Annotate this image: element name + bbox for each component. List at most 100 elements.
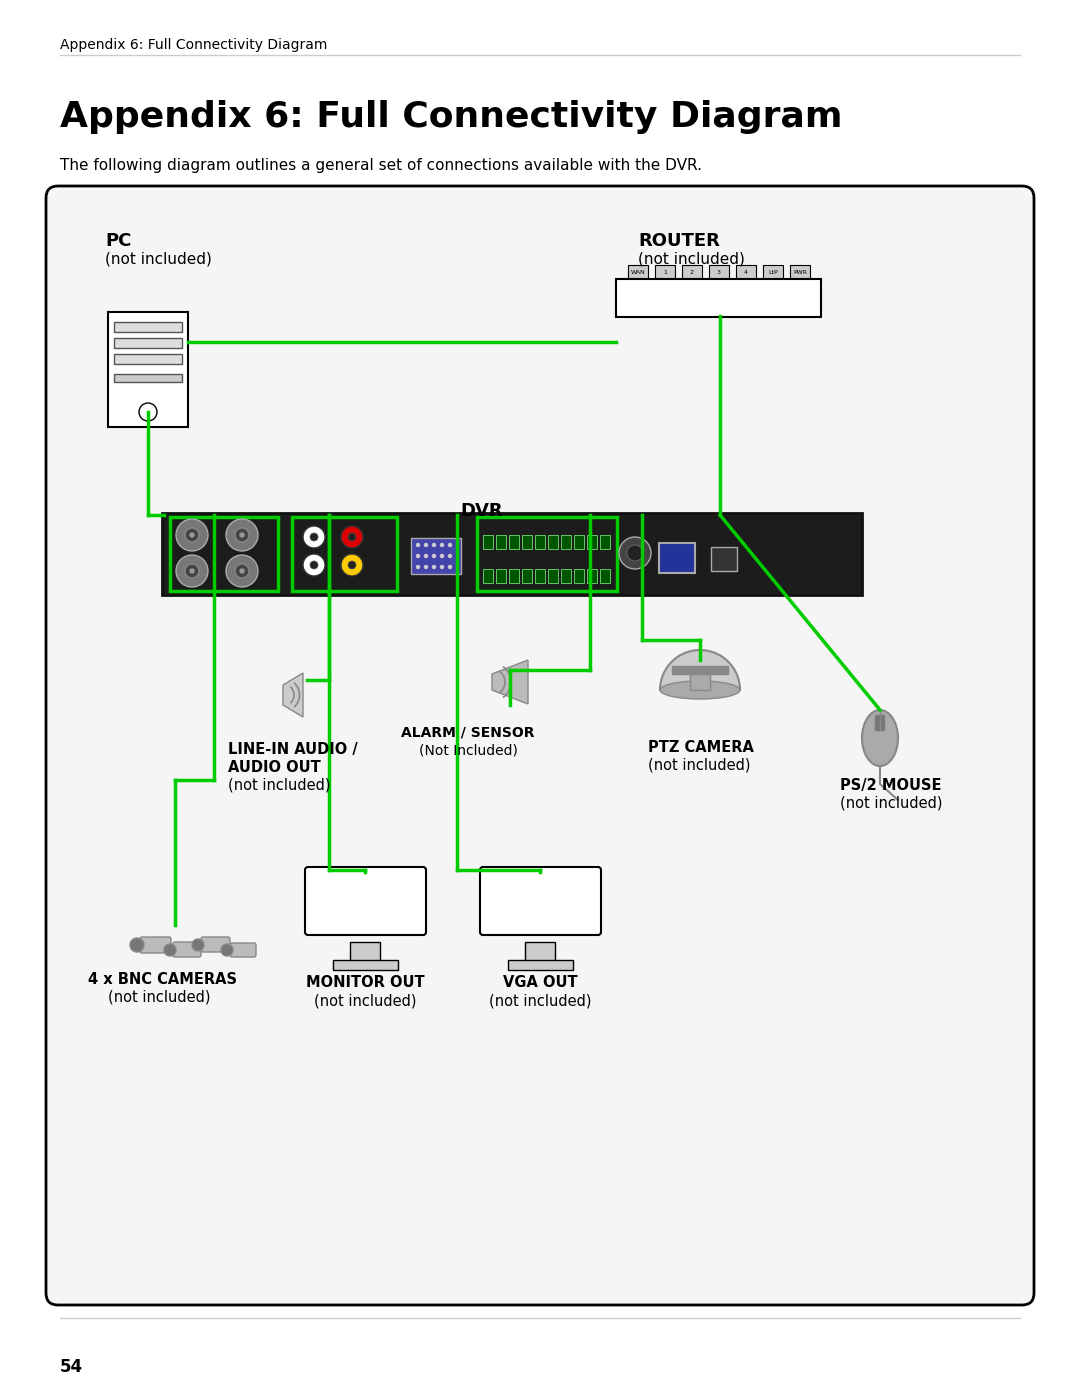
Circle shape [190, 534, 194, 536]
Bar [711, 548, 737, 571]
Bar [350, 942, 380, 963]
Circle shape [341, 527, 363, 548]
Text: Appendix 6: Full Connectivity Diagram: Appendix 6: Full Connectivity Diagram [60, 101, 842, 134]
Text: VGA OUT: VGA OUT [502, 975, 578, 990]
Bar [681, 265, 702, 278]
Circle shape [627, 545, 643, 562]
Bar [548, 569, 558, 583]
Text: Appendix 6: Full Connectivity Diagram: Appendix 6: Full Connectivity Diagram [60, 38, 327, 52]
FancyBboxPatch shape [480, 868, 600, 935]
FancyBboxPatch shape [305, 868, 426, 935]
Bar [162, 513, 862, 595]
Circle shape [348, 562, 356, 569]
Circle shape [139, 402, 157, 420]
Circle shape [303, 555, 325, 576]
Text: (not included): (not included) [228, 778, 330, 793]
Bar [561, 569, 571, 583]
Text: DVR: DVR [460, 502, 502, 520]
Circle shape [341, 555, 363, 576]
Bar [508, 960, 573, 970]
Circle shape [448, 555, 451, 557]
Text: (not included): (not included) [638, 251, 745, 267]
Bar [600, 569, 610, 583]
Bar [659, 543, 696, 573]
Bar [108, 312, 188, 427]
Bar [292, 517, 397, 591]
Circle shape [448, 543, 451, 546]
Polygon shape [283, 673, 303, 717]
Bar [509, 535, 519, 549]
Circle shape [176, 520, 208, 550]
Circle shape [424, 543, 428, 546]
Circle shape [310, 534, 318, 541]
Text: PC: PC [105, 232, 132, 250]
Bar [762, 265, 783, 278]
Text: 4 x BNC CAMERAS: 4 x BNC CAMERAS [87, 972, 237, 988]
Circle shape [348, 534, 356, 541]
Bar [114, 353, 183, 365]
Text: LtP: LtP [768, 270, 778, 274]
Bar [616, 279, 821, 317]
Circle shape [185, 528, 199, 542]
Bar [573, 535, 584, 549]
Circle shape [417, 555, 419, 557]
Circle shape [441, 566, 444, 569]
Bar [548, 535, 558, 549]
Circle shape [441, 555, 444, 557]
FancyBboxPatch shape [230, 943, 256, 957]
FancyBboxPatch shape [201, 937, 230, 951]
Bar [735, 265, 756, 278]
Circle shape [226, 555, 258, 587]
FancyBboxPatch shape [46, 186, 1034, 1305]
Text: PTZ CAMERA: PTZ CAMERA [648, 740, 754, 754]
Circle shape [164, 944, 176, 956]
Text: 3: 3 [717, 270, 721, 274]
FancyBboxPatch shape [173, 942, 201, 957]
Bar [525, 942, 555, 963]
Bar [496, 569, 507, 583]
Bar [573, 569, 584, 583]
Bar [509, 569, 519, 583]
Circle shape [176, 555, 208, 587]
Bar [483, 535, 492, 549]
Circle shape [303, 527, 325, 548]
Circle shape [226, 520, 258, 550]
Circle shape [448, 566, 451, 569]
Bar [522, 569, 532, 583]
FancyBboxPatch shape [411, 538, 461, 574]
Text: MONITOR OUT: MONITOR OUT [306, 975, 424, 990]
Circle shape [432, 543, 435, 546]
Circle shape [235, 564, 249, 578]
Bar [690, 672, 710, 690]
FancyBboxPatch shape [140, 937, 171, 953]
Bar [477, 517, 617, 591]
Text: ALARM / SENSOR: ALARM / SENSOR [402, 726, 535, 740]
Text: 4: 4 [744, 270, 748, 274]
Wedge shape [660, 650, 740, 690]
Bar [708, 265, 729, 278]
Text: ROUTER: ROUTER [638, 232, 720, 250]
Bar [588, 535, 597, 549]
Circle shape [235, 528, 249, 542]
Bar [627, 265, 648, 278]
Text: (not included): (not included) [648, 759, 751, 773]
Circle shape [185, 564, 199, 578]
Text: (Not Included): (Not Included) [419, 743, 517, 757]
Circle shape [424, 566, 428, 569]
Text: WAN: WAN [631, 270, 646, 274]
Text: The following diagram outlines a general set of connections available with the D: The following diagram outlines a general… [60, 158, 702, 173]
Bar [114, 374, 183, 381]
Bar [600, 535, 610, 549]
Text: LINE-IN AUDIO /: LINE-IN AUDIO / [228, 742, 357, 757]
Circle shape [240, 569, 244, 573]
Bar [561, 535, 571, 549]
Text: (not included): (not included) [105, 251, 212, 267]
Bar [496, 535, 507, 549]
Circle shape [441, 543, 444, 546]
Text: (not included): (not included) [489, 993, 591, 1009]
Text: (not included): (not included) [314, 993, 416, 1009]
Circle shape [192, 939, 204, 951]
Bar [535, 569, 545, 583]
Text: 2: 2 [690, 270, 694, 274]
Circle shape [417, 543, 419, 546]
